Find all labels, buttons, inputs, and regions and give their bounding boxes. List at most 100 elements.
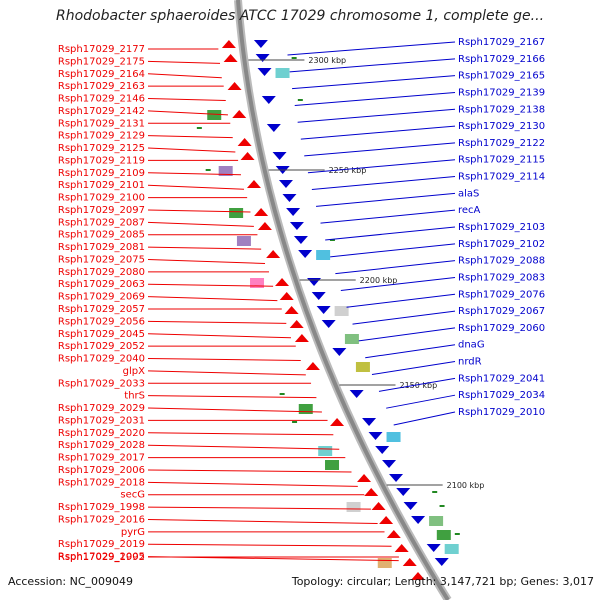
gene-label-forward: thrS [124, 391, 145, 402]
gene-leader-line [147, 370, 306, 376]
feature-tile [236, 236, 251, 246]
gene-leader-line [330, 243, 456, 258]
gene-leader-line [335, 260, 456, 275]
forward-gene-arrow [386, 530, 401, 538]
feature-tick [205, 169, 211, 171]
gene-label-forward: Rsph17029_2097 [58, 205, 145, 216]
forward-gene-arrow [257, 222, 272, 230]
gene-label-forward: Rsph17029_2081 [58, 242, 145, 253]
gene-label-reverse: Rsph17029_2041 [458, 373, 545, 384]
feature-tile [334, 306, 349, 316]
gene-label-reverse: Rsph17029_2088 [458, 256, 545, 267]
reverse-gene-arrow [349, 390, 364, 398]
gene-leader-line [147, 320, 287, 324]
reverse-gene-arrow [316, 306, 331, 314]
gene-leader-line [147, 147, 236, 153]
reverse-gene-arrow [411, 516, 426, 524]
gene-label-forward: glpX [123, 366, 145, 377]
reverse-gene-arrow [272, 152, 287, 160]
gene-leader-line [147, 98, 226, 102]
reverse-gene-arrow [261, 96, 276, 104]
reverse-gene-arrow [307, 278, 322, 286]
gene-leader-line [147, 172, 241, 176]
gene-label-forward: Rsph17029_2016 [58, 514, 145, 525]
gene-leader-line [147, 395, 317, 399]
gene-label-forward: Rsph17029_2080 [58, 267, 145, 278]
gene-label-reverse: Rsph17029_2139 [458, 87, 545, 98]
gene-label-reverse: Rsph17029_2034 [458, 390, 545, 401]
gene-leader-line [147, 518, 378, 524]
reverse-gene-arrow [289, 222, 304, 230]
gene-label-reverse: Rsph17029_2115 [458, 155, 545, 166]
gene-leader-line [147, 543, 392, 547]
gene-label-forward: Rsph17029_2033 [58, 378, 145, 389]
gene-label-reverse: recA [458, 205, 481, 216]
gene-leader-line [147, 481, 358, 487]
feature-tick [291, 57, 297, 59]
feature-tile [250, 278, 265, 288]
gene-leader-line [386, 394, 456, 409]
chromosome-backbone-core [236, 0, 450, 600]
forward-gene-arrow [305, 362, 320, 370]
gene-label-reverse: Rsph17029_2138 [458, 104, 545, 115]
forward-gene-arrow [371, 502, 386, 510]
feature-tile [355, 362, 370, 372]
gene-label-forward: Rsph17029_2109 [58, 168, 145, 179]
gene-leader-line [147, 358, 301, 362]
scale-label: 2150 kbp [400, 381, 438, 390]
forward-gene-arrow [410, 572, 425, 580]
feature-tile [318, 446, 333, 456]
gene-leader-line [287, 41, 456, 56]
forward-gene-arrow [330, 418, 345, 426]
gene-label-forward: Rsph17029_2087 [58, 217, 145, 228]
forward-gene-arrow [394, 544, 409, 552]
gene-label-reverse: Rsph17029_2165 [458, 71, 545, 82]
gene-leader-line [147, 506, 371, 510]
feature-tile [298, 404, 313, 414]
gene-leader-line [147, 432, 334, 436]
feature-tile [444, 544, 459, 554]
feature-tile [386, 432, 401, 442]
map-title: Rhodobacter sphaeroides ATCC 17029 chrom… [55, 8, 545, 24]
feature-tick [279, 393, 285, 395]
feature-tick [454, 533, 460, 535]
gene-leader-line [311, 176, 456, 191]
forward-gene-arrow [402, 558, 417, 566]
reverse-gene-arrow [426, 544, 441, 552]
forward-gene-arrow [221, 40, 236, 48]
gene-label-forward: Rsph17029_2052 [58, 341, 145, 352]
gene-leader-line [147, 296, 278, 302]
feature-tick [432, 491, 438, 493]
reverse-gene-arrow [286, 208, 301, 216]
gene-label-reverse: Rsph17029_2122 [458, 138, 545, 149]
feature-tile [377, 558, 392, 568]
gene-label-reverse: Rsph17029_2103 [458, 222, 545, 233]
gene-leader-line [371, 361, 456, 376]
reverse-gene-arrow [255, 54, 270, 62]
gene-leader-line [147, 60, 221, 64]
reverse-gene-arrow [382, 460, 397, 468]
gene-label-forward: Rsph17029_1998 [58, 502, 145, 513]
gene-label-forward: Rsph17029_2020 [58, 428, 145, 439]
gene-label-reverse: Rsph17029_2010 [458, 407, 545, 418]
gene-label-forward: Rsph17029_2069 [58, 292, 145, 303]
gene-label-forward: Rsph17029_2075 [58, 254, 145, 265]
forward-gene-arrow [289, 320, 304, 328]
gene-leader-line [325, 226, 456, 241]
gene-leader-line [294, 91, 456, 106]
gene-label-forward: Rsph17029_2006 [58, 465, 145, 476]
gene-label-reverse: Rsph17029_2102 [458, 239, 545, 250]
feature-tile [344, 334, 359, 344]
reverse-gene-arrow [282, 194, 297, 202]
forward-gene-arrow [364, 488, 379, 496]
gene-leader-line [378, 377, 456, 392]
feature-tick [439, 505, 445, 507]
feature-tile [436, 530, 451, 540]
gene-label-forward: Rsph17029_2018 [58, 477, 145, 488]
gene-label-forward: Rsph17029_2028 [58, 440, 145, 451]
gene-label-reverse: Rsph17029_2130 [458, 121, 545, 132]
reverse-gene-arrow [266, 124, 281, 132]
scale-label: 2200 kbp [360, 276, 398, 285]
scale-label: 2100 kbp [447, 481, 485, 490]
reverse-gene-arrow [434, 558, 449, 566]
